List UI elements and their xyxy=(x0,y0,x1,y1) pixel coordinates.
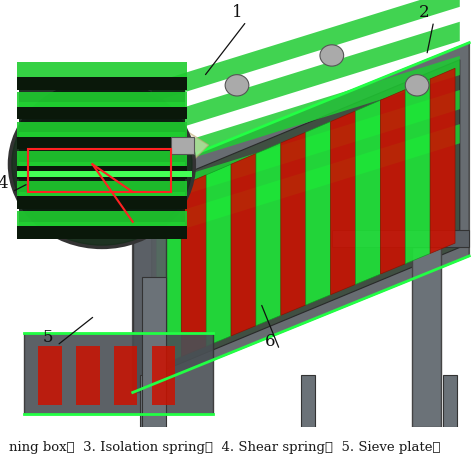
Bar xyxy=(17,152,187,166)
Bar xyxy=(19,192,185,209)
Bar xyxy=(301,375,315,427)
Bar xyxy=(17,77,187,90)
Bar xyxy=(17,196,187,209)
Polygon shape xyxy=(181,175,206,356)
Polygon shape xyxy=(24,333,213,414)
Bar xyxy=(171,137,194,154)
Polygon shape xyxy=(231,154,256,336)
Bar xyxy=(443,375,457,427)
Polygon shape xyxy=(128,94,209,226)
Polygon shape xyxy=(152,124,460,239)
Bar xyxy=(140,375,154,427)
Polygon shape xyxy=(256,143,281,326)
Polygon shape xyxy=(133,43,469,392)
Polygon shape xyxy=(206,164,231,346)
Bar xyxy=(412,247,441,427)
Polygon shape xyxy=(152,56,460,171)
Polygon shape xyxy=(152,60,460,375)
Polygon shape xyxy=(152,22,460,137)
Bar xyxy=(19,132,185,149)
Bar xyxy=(17,137,187,149)
Bar xyxy=(152,346,175,405)
Text: 4: 4 xyxy=(0,175,8,192)
Bar xyxy=(17,226,187,239)
Bar xyxy=(19,179,185,192)
Bar xyxy=(19,209,185,222)
Bar xyxy=(19,222,185,239)
Polygon shape xyxy=(306,122,331,305)
Text: 2: 2 xyxy=(419,4,429,21)
Circle shape xyxy=(405,74,429,96)
Polygon shape xyxy=(331,111,356,295)
Polygon shape xyxy=(281,132,306,315)
Polygon shape xyxy=(133,179,166,392)
Bar xyxy=(17,91,187,107)
Bar xyxy=(38,346,62,405)
Circle shape xyxy=(225,74,249,96)
Bar xyxy=(17,107,187,119)
Bar xyxy=(114,346,137,405)
Text: ning box；  3. Isolation spring；  4. Shear spring；  5. Sieve plate；: ning box； 3. Isolation spring； 4. Shear … xyxy=(9,441,441,455)
Bar xyxy=(142,277,166,427)
Polygon shape xyxy=(152,90,460,205)
Bar xyxy=(17,62,187,77)
Polygon shape xyxy=(356,100,380,284)
Polygon shape xyxy=(405,79,430,264)
Circle shape xyxy=(13,84,191,245)
Bar xyxy=(76,346,100,405)
Bar xyxy=(17,121,187,137)
Bar xyxy=(17,181,187,196)
Text: 6: 6 xyxy=(265,333,275,350)
Bar xyxy=(19,90,185,102)
Polygon shape xyxy=(156,185,181,367)
Text: 5: 5 xyxy=(42,328,53,346)
Bar xyxy=(332,230,469,247)
Bar xyxy=(17,166,187,179)
Polygon shape xyxy=(152,0,460,102)
Circle shape xyxy=(320,45,344,66)
Bar xyxy=(19,149,185,162)
Bar xyxy=(19,119,185,132)
Polygon shape xyxy=(380,90,405,274)
Bar xyxy=(17,171,192,177)
Polygon shape xyxy=(430,68,455,254)
Text: 1: 1 xyxy=(232,4,242,21)
Circle shape xyxy=(9,81,194,247)
Bar xyxy=(19,162,185,179)
Bar xyxy=(17,211,187,226)
Bar xyxy=(19,102,185,119)
